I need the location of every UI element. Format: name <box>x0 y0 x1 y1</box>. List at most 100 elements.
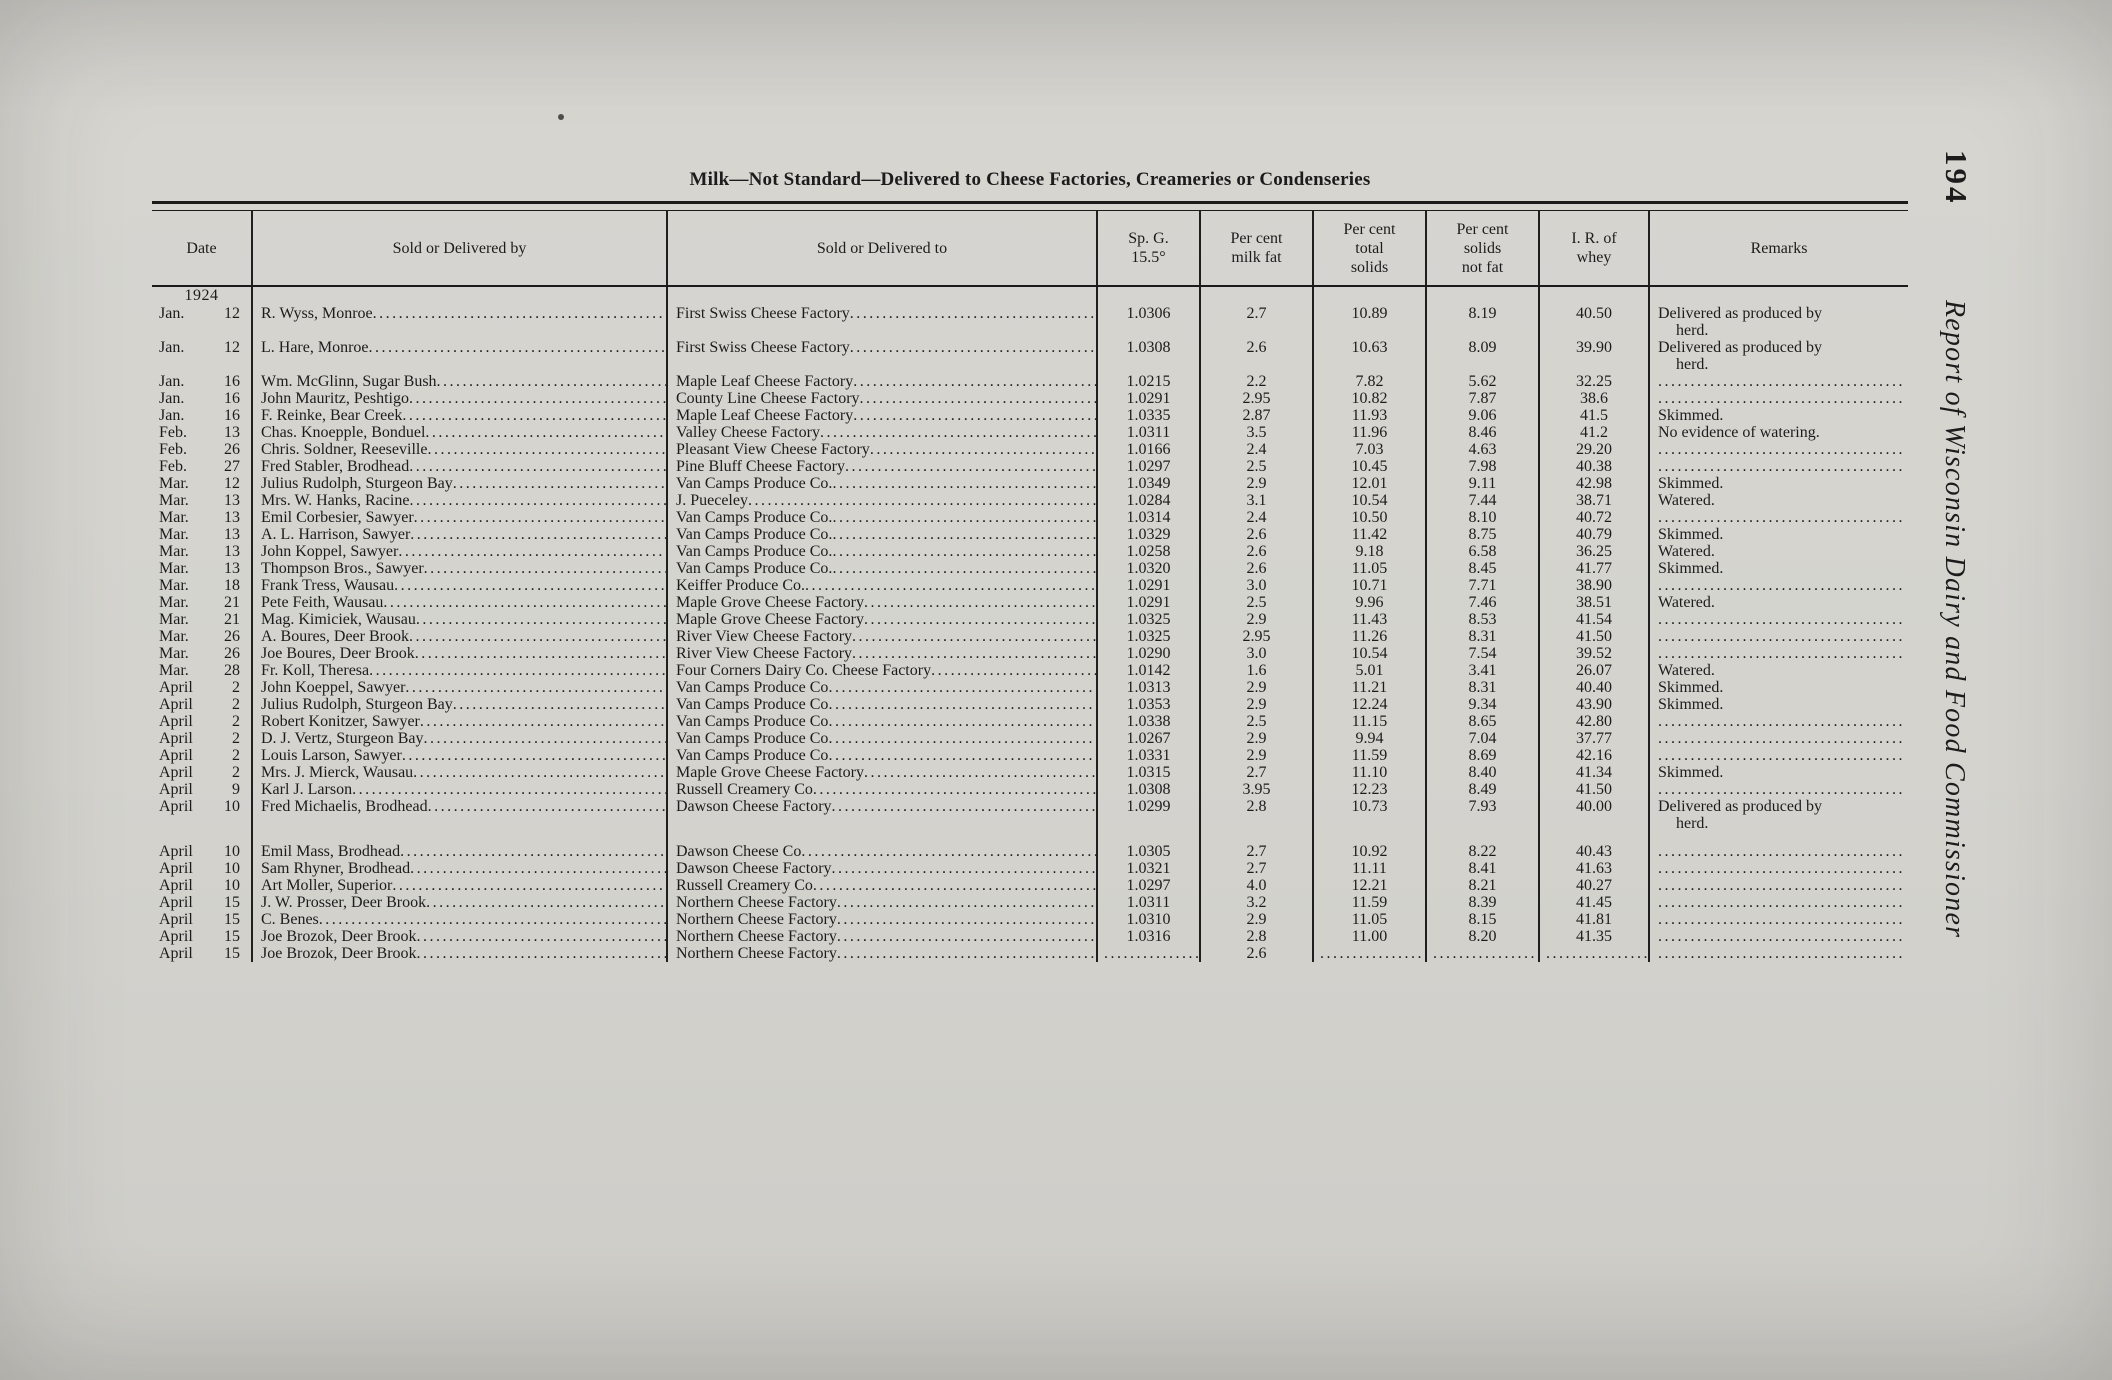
cell-total-solids: 7.82 <box>1312 373 1426 390</box>
cell-spg: 1.0306 <box>1096 305 1200 339</box>
cell-date: Mar. 13 <box>152 509 252 526</box>
cell-sold-to: First Swiss Cheese Factory <box>666 339 1097 373</box>
cell-date: Mar. 13 <box>152 526 252 543</box>
dotted-leader <box>1650 611 1905 628</box>
cell-remarks <box>1648 860 1908 877</box>
cell-spg: 1.0305 <box>1096 843 1200 860</box>
date-day: 21 <box>224 611 240 628</box>
cell-total-solids: 9.96 <box>1312 594 1426 611</box>
empty-cell <box>152 832 252 843</box>
cell-milk-fat: 3.2 <box>1199 894 1313 911</box>
cell-whey: 38.51 <box>1538 594 1649 611</box>
cell-total-solids: 10.92 <box>1312 843 1426 860</box>
cell-sold-by: Art Moller, Superior <box>251 877 667 894</box>
cell-sold-by: L. Hare, Monroe <box>251 339 667 373</box>
table-row: Mar. 21 Mag. Kimiciek, WausauMaple Grove C… <box>152 611 1908 628</box>
dotted-leader <box>352 781 666 798</box>
col-header-sold-by: Sold or Delivered by <box>251 211 667 287</box>
cell-remarks: Skimmed. <box>1648 679 1908 696</box>
dotted-leader <box>392 877 666 894</box>
dotted-leader <box>400 843 666 860</box>
cell-whey: 41.50 <box>1538 781 1649 798</box>
cell-spg: 1.0142 <box>1096 662 1200 679</box>
cell-total-solids: 12.24 <box>1312 696 1426 713</box>
cell-date: Feb. 27 <box>152 458 252 475</box>
cell-total-solids: 11.26 <box>1312 628 1426 645</box>
cell-milk-fat: 2.9 <box>1199 730 1313 747</box>
cell-remarks <box>1648 877 1908 894</box>
cell-milk-fat: 2.7 <box>1199 860 1313 877</box>
date-day: 2 <box>232 730 240 747</box>
cell-spg: 1.0308 <box>1096 781 1200 798</box>
report-table-section: Milk—Not Standard—Delivered to Cheese Fa… <box>152 168 1908 962</box>
double-rule <box>152 201 1908 211</box>
date-month: April <box>159 764 193 781</box>
cell-date: April 15 <box>152 928 252 945</box>
cell-milk-fat: 2.87 <box>1199 407 1313 424</box>
cell-spg: 1.0335 <box>1096 407 1200 424</box>
dotted-leader <box>853 407 1096 424</box>
cell-milk-fat: 2.2 <box>1199 373 1313 390</box>
table-row: April 10 Art Moller, SuperiorRussell Cream… <box>152 877 1908 894</box>
cell-total-solids: 10.82 <box>1312 390 1426 407</box>
date-month: April <box>159 781 193 798</box>
cell-date: April 2 <box>152 764 252 781</box>
date-day: 2 <box>232 696 240 713</box>
dotted-leader <box>828 679 1096 696</box>
col-header-sold-to: Sold or Delivered to <box>666 211 1097 287</box>
cell-sold-by: Thompson Bros., Sawyer <box>251 560 667 577</box>
cell-total-solids: 12.23 <box>1312 781 1426 798</box>
dotted-leader <box>828 730 1096 747</box>
cell-whey: 41.81 <box>1538 911 1649 928</box>
cell-sold-by: Fred Michaelis, Brodhead <box>251 798 667 832</box>
dotted-leader <box>409 492 666 509</box>
scan-speck <box>558 114 564 120</box>
year-label: 1924 <box>184 287 219 304</box>
dotted-leader <box>852 628 1096 645</box>
cell-date: April 15 <box>152 945 252 962</box>
cell-remarks <box>1648 509 1908 526</box>
cell-milk-fat: 2.6 <box>1199 945 1313 962</box>
date-day: 12 <box>224 305 240 322</box>
cell-sold-by: Chris. Soldner, Reeseville <box>251 441 667 458</box>
cell-solids-not-fat: 6.58 <box>1425 543 1539 560</box>
dotted-leader <box>820 424 1096 441</box>
col-header-spg: Sp. G. 15.5° <box>1096 211 1200 287</box>
cell-spg: 1.0291 <box>1096 390 1200 407</box>
cell-spg: 1.0311 <box>1096 424 1200 441</box>
cell-total-solids: 11.05 <box>1312 560 1426 577</box>
cell-sold-by: Fred Stabler, Brodhead <box>251 458 667 475</box>
cell-sold-by: C. Benes <box>251 911 667 928</box>
cell-sold-to: River View Cheese Factory <box>666 628 1097 645</box>
cell-sold-by: Emil Mass, Brodhead <box>251 843 667 860</box>
cell-sold-by: John Mauritz, Peshtigo <box>251 390 667 407</box>
cell-solids-not-fat: 4.63 <box>1425 441 1539 458</box>
dotted-leader <box>837 911 1096 928</box>
table-row: Mar. 21 Pete Feith, WausauMaple Grove Chee… <box>152 594 1908 611</box>
cell-milk-fat: 2.6 <box>1199 339 1313 373</box>
cell-remarks: Skimmed. <box>1648 407 1908 424</box>
dotted-leader <box>832 860 1096 877</box>
cell-sold-by: Joe Brozok, Deer Brook <box>251 928 667 945</box>
cell-total-solids <box>1312 945 1426 962</box>
dotted-leader <box>402 747 666 764</box>
date-month: Mar. <box>159 611 189 628</box>
date-month: April <box>159 696 193 713</box>
cell-remarks: Skimmed. <box>1648 475 1908 492</box>
dotted-leader <box>864 611 1096 628</box>
cell-total-solids: 10.63 <box>1312 339 1426 373</box>
date-day: 13 <box>224 560 240 577</box>
cell-sold-to: Maple Leaf Cheese Factory <box>666 373 1097 390</box>
dotted-leader <box>414 509 666 526</box>
cell-whey: 41.34 <box>1538 764 1649 781</box>
cell-date: April 2 <box>152 747 252 764</box>
date-month: April <box>159 730 193 747</box>
cell-total-solids: 10.50 <box>1312 509 1426 526</box>
cell-solids-not-fat: 7.54 <box>1425 645 1539 662</box>
dotted-leader <box>1650 928 1905 945</box>
cell-sold-by: Mag. Kimiciek, Wausau <box>251 611 667 628</box>
dotted-leader <box>828 696 1096 713</box>
cell-total-solids: 11.15 <box>1312 713 1426 730</box>
cell-remarks: Watered. <box>1648 662 1908 679</box>
